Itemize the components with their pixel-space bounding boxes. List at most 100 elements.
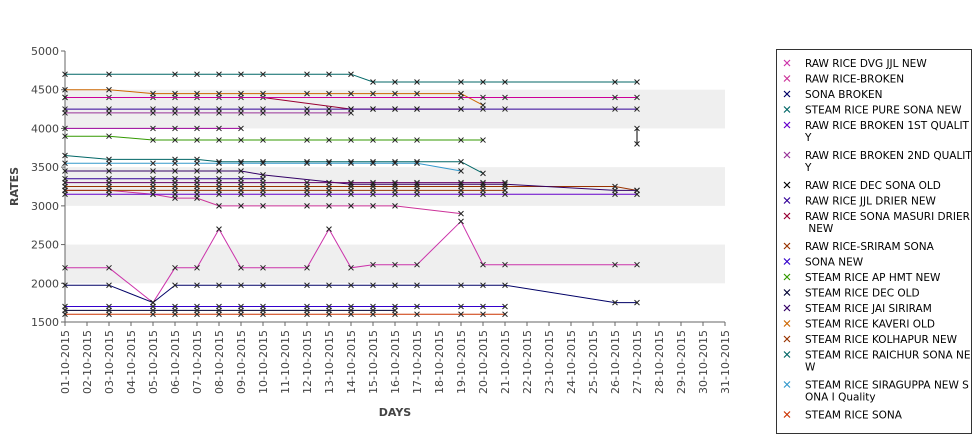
data-point [150,125,156,132]
data-point [216,71,222,78]
legend-marker [783,411,791,418]
data-point [414,261,420,268]
data-point [392,90,398,97]
data-point [392,187,398,194]
data-point [216,187,222,194]
data-point [216,282,222,289]
data-point [348,137,354,143]
data-point [216,125,222,132]
data-point [326,90,332,97]
data-point [172,168,178,174]
data-point [150,311,156,318]
data-point [480,303,486,310]
x-tick-label: 18-10-2015 [433,330,446,394]
series-line [65,189,462,215]
x-tick-label: 29-10-2015 [675,330,688,394]
data-point [392,282,398,289]
data-point [172,160,178,167]
legend-marker [783,151,791,159]
data-point [458,282,464,289]
x-tick-label: 31-10-2015 [719,330,732,394]
data-point [304,160,310,167]
data-point [238,125,244,132]
data-point [392,261,398,268]
data-point [260,311,266,318]
data-point [326,282,332,289]
data-point [194,311,200,318]
data-point [216,311,222,318]
data-point [458,94,464,101]
data-point [370,261,376,268]
data-point [194,282,200,289]
data-point [304,187,310,194]
data-point [238,90,244,97]
legend-marker [783,106,791,113]
y-axis-label: RATES [8,167,21,206]
y-tick-label: 3000 [31,200,59,213]
data-point [150,168,156,174]
x-tick-label: 22-10-2015 [521,330,534,394]
legend-label: RAW RICE SONA MASURI DRIER NEW [805,211,970,235]
data-point [480,137,486,143]
data-point [106,106,112,112]
data-point [480,170,486,177]
data-point [392,79,398,85]
data-point [326,160,332,167]
data-point [172,187,178,194]
series-2 [62,282,640,306]
data-point [458,210,464,217]
legend-label: RAW RICE DVG JJL NEW [805,58,927,70]
data-point [304,264,310,271]
x-tick-label: 08-10-2015 [213,330,226,394]
data-point [392,203,398,209]
data-point [172,137,178,143]
data-point [502,187,508,194]
data-point [634,299,640,306]
data-point [172,311,178,318]
data-point [216,106,222,112]
data-point [260,187,266,194]
data-point [106,179,112,186]
data-point [238,179,244,186]
data-point [260,179,266,186]
data-point [392,137,398,143]
series-13 [62,168,640,194]
data-point [106,168,112,174]
legend-marker [783,351,791,358]
data-point [458,179,464,186]
data-point [172,125,178,132]
data-point [458,137,464,143]
x-tick-label: 01-10-2015 [59,330,72,394]
data-point [634,261,640,268]
data-point [414,303,420,310]
y-tick-label: 2000 [31,277,59,290]
data-point [414,79,420,85]
data-point [216,160,222,167]
data-point [370,90,376,97]
series-14 [62,86,486,109]
data-point [612,79,618,85]
data-point [238,203,244,209]
data-point [216,137,222,143]
data-point [304,106,310,112]
data-point [260,71,266,78]
data-point [348,203,354,209]
data-point [414,90,420,97]
data-point [326,106,332,112]
data-point [480,261,486,268]
x-axis-label: DAYS [379,406,412,419]
x-tick-label: 12-10-2015 [301,330,314,394]
data-point [370,187,376,194]
data-point [634,141,640,147]
x-tick-label: 02-10-2015 [81,330,94,394]
data-point [392,160,398,167]
data-point [612,187,618,194]
x-tick-label: 24-10-2015 [565,330,578,394]
data-point [370,179,376,186]
data-point [150,187,156,194]
data-point [150,137,156,143]
data-point [172,264,178,271]
data-point [150,160,156,167]
data-point [172,71,178,78]
